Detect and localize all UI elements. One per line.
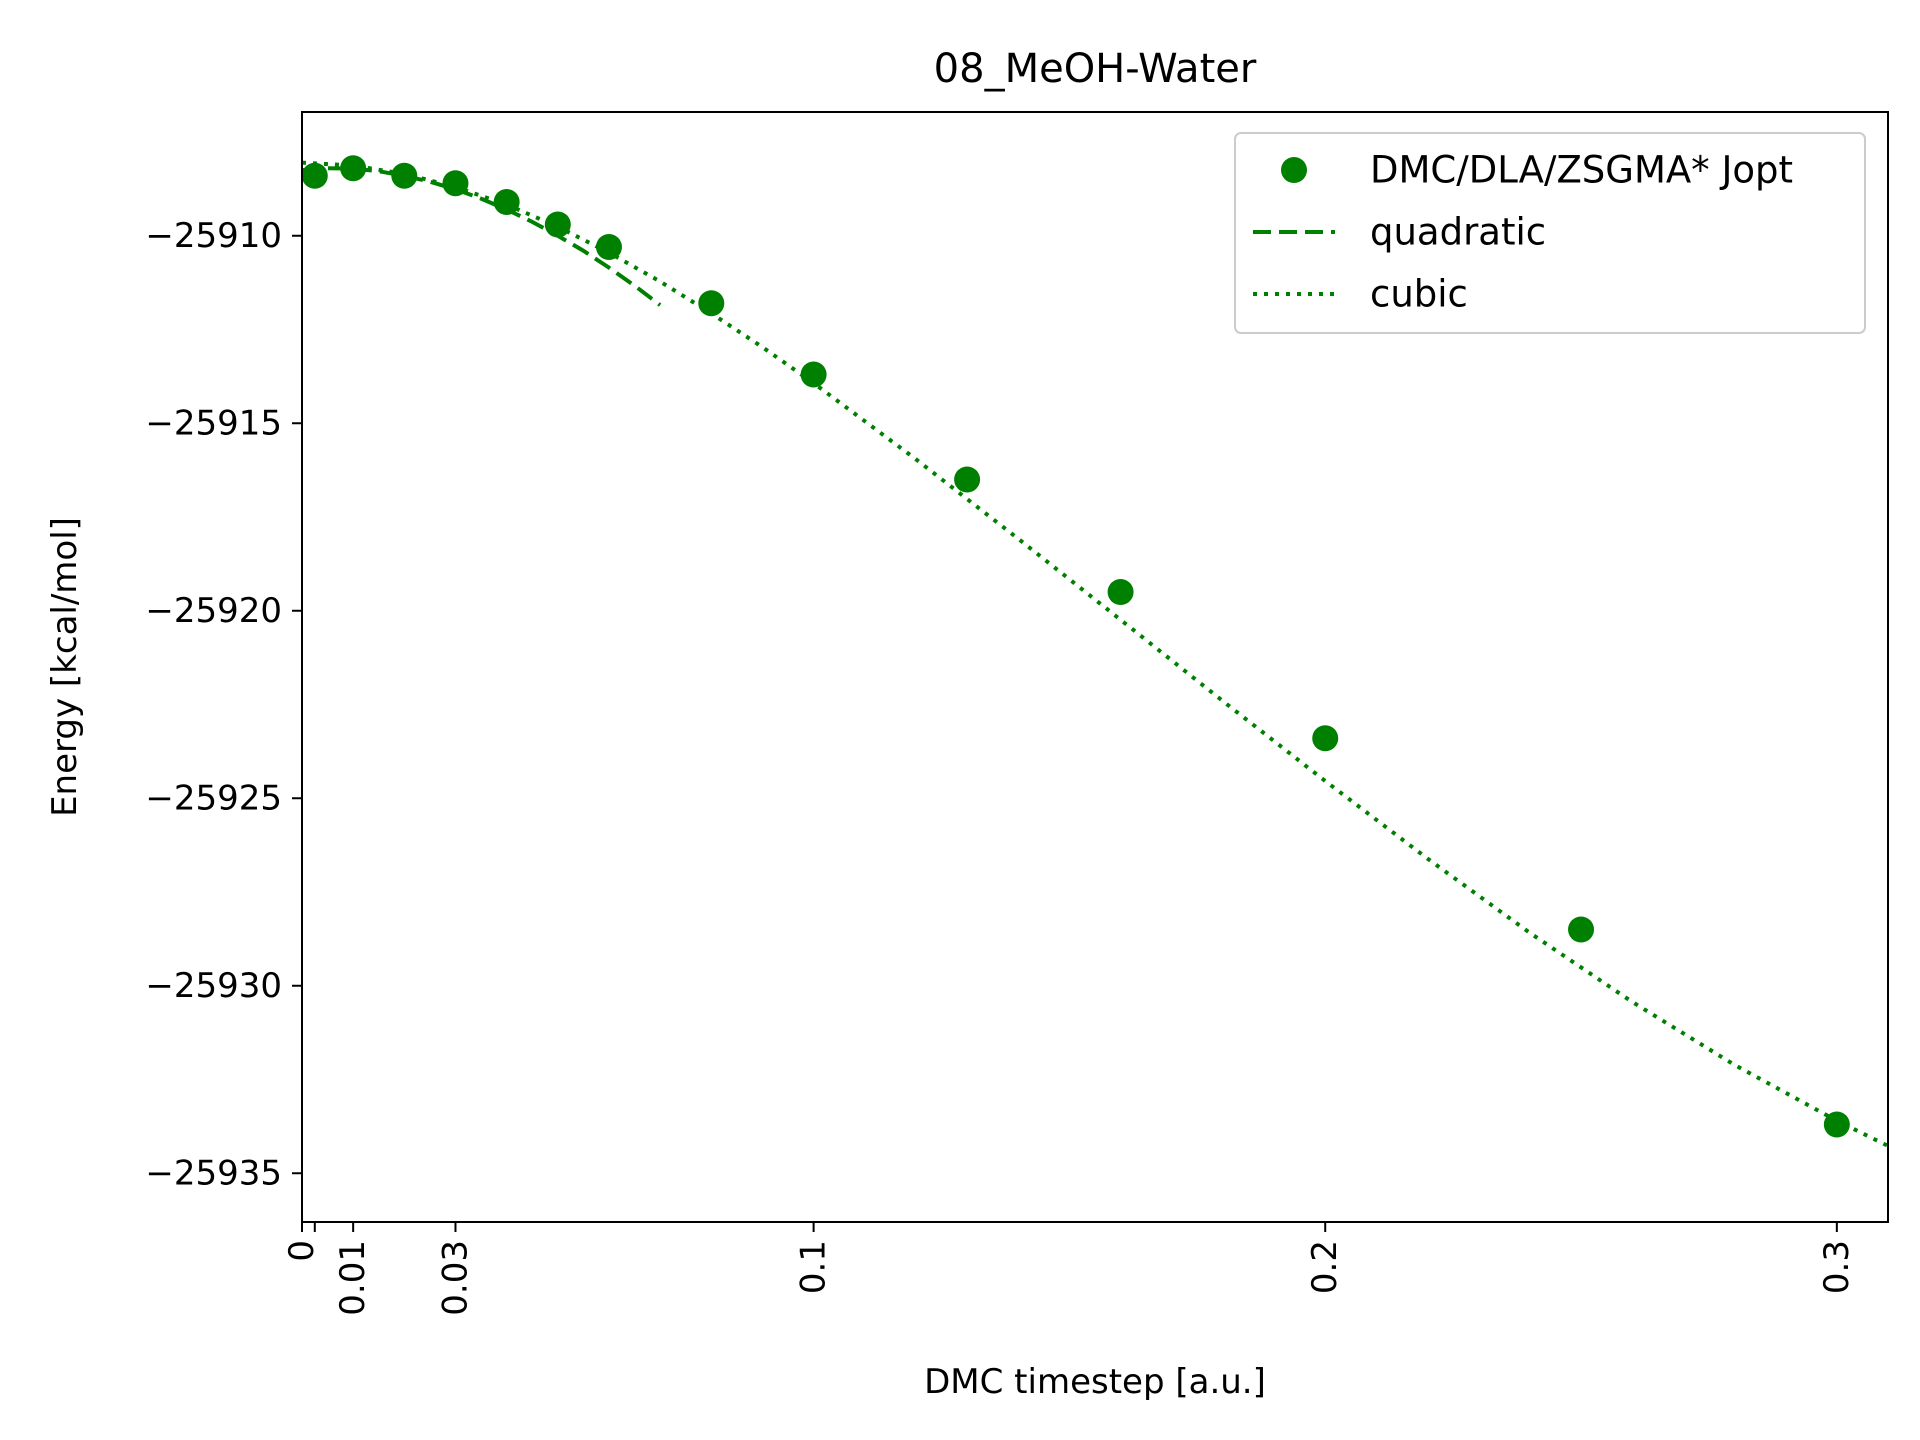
legend-marker [1281, 157, 1307, 183]
data-point [1823, 1111, 1850, 1138]
x-tick-label: 0.2 [1305, 1240, 1345, 1294]
legend: DMC/DLA/ZSGMA* Jopt quadratic cubic [1234, 132, 1866, 334]
y-tick-label: −25925 [145, 778, 282, 818]
series-layer [302, 155, 1888, 1148]
x-tick-label: 0.3 [1817, 1240, 1857, 1294]
data-point [391, 162, 418, 189]
y-tick-label: −25915 [145, 403, 282, 443]
legend-label: cubic [1370, 273, 1468, 316]
y-tick-label: −25920 [145, 591, 282, 631]
data-point [493, 189, 520, 215]
x-tick-label: 0.1 [794, 1240, 834, 1294]
x-tick-label: 0.03 [435, 1240, 475, 1316]
y-tick-label: −25930 [145, 966, 282, 1006]
chart-title: 08_MeOH-Water [934, 46, 1257, 92]
y-axis-ticks: −25910 −25915 −25920 −25925 −25930 −25935 [145, 216, 302, 1193]
data-point [800, 361, 827, 388]
x-axis-label: DMC timestep [a.u.] [924, 1362, 1266, 1402]
cubic-fit-line [302, 160, 1888, 1148]
legend-label: DMC/DLA/ZSGMA* Jopt [1370, 149, 1793, 192]
plot-area-frame [301, 111, 1889, 1223]
data-point [595, 234, 622, 260]
legend-items: DMC/DLA/ZSGMA* Jopt quadratic cubic [1253, 149, 1793, 316]
y-axis-label: Energy [kcal/mol] [45, 517, 85, 817]
x-axis-ticks: 0 0.01 0.03 0.1 0.2 0.3 [282, 1222, 1857, 1316]
y-tick-label: −25910 [145, 216, 282, 256]
x-tick-label: 0.01 [333, 1240, 373, 1316]
data-point [1568, 916, 1595, 943]
data-point [1312, 725, 1339, 752]
data-point [544, 211, 571, 238]
data-point [1107, 579, 1134, 605]
data-point [954, 466, 981, 493]
legend-label: quadratic [1370, 211, 1546, 254]
legend-box [1234, 132, 1866, 334]
x-tick-label: 0 [282, 1240, 322, 1262]
y-tick-label: −25935 [145, 1153, 282, 1193]
data-point [698, 290, 725, 317]
data-point [442, 170, 469, 197]
data-point [302, 162, 328, 189]
data-point [340, 155, 367, 182]
